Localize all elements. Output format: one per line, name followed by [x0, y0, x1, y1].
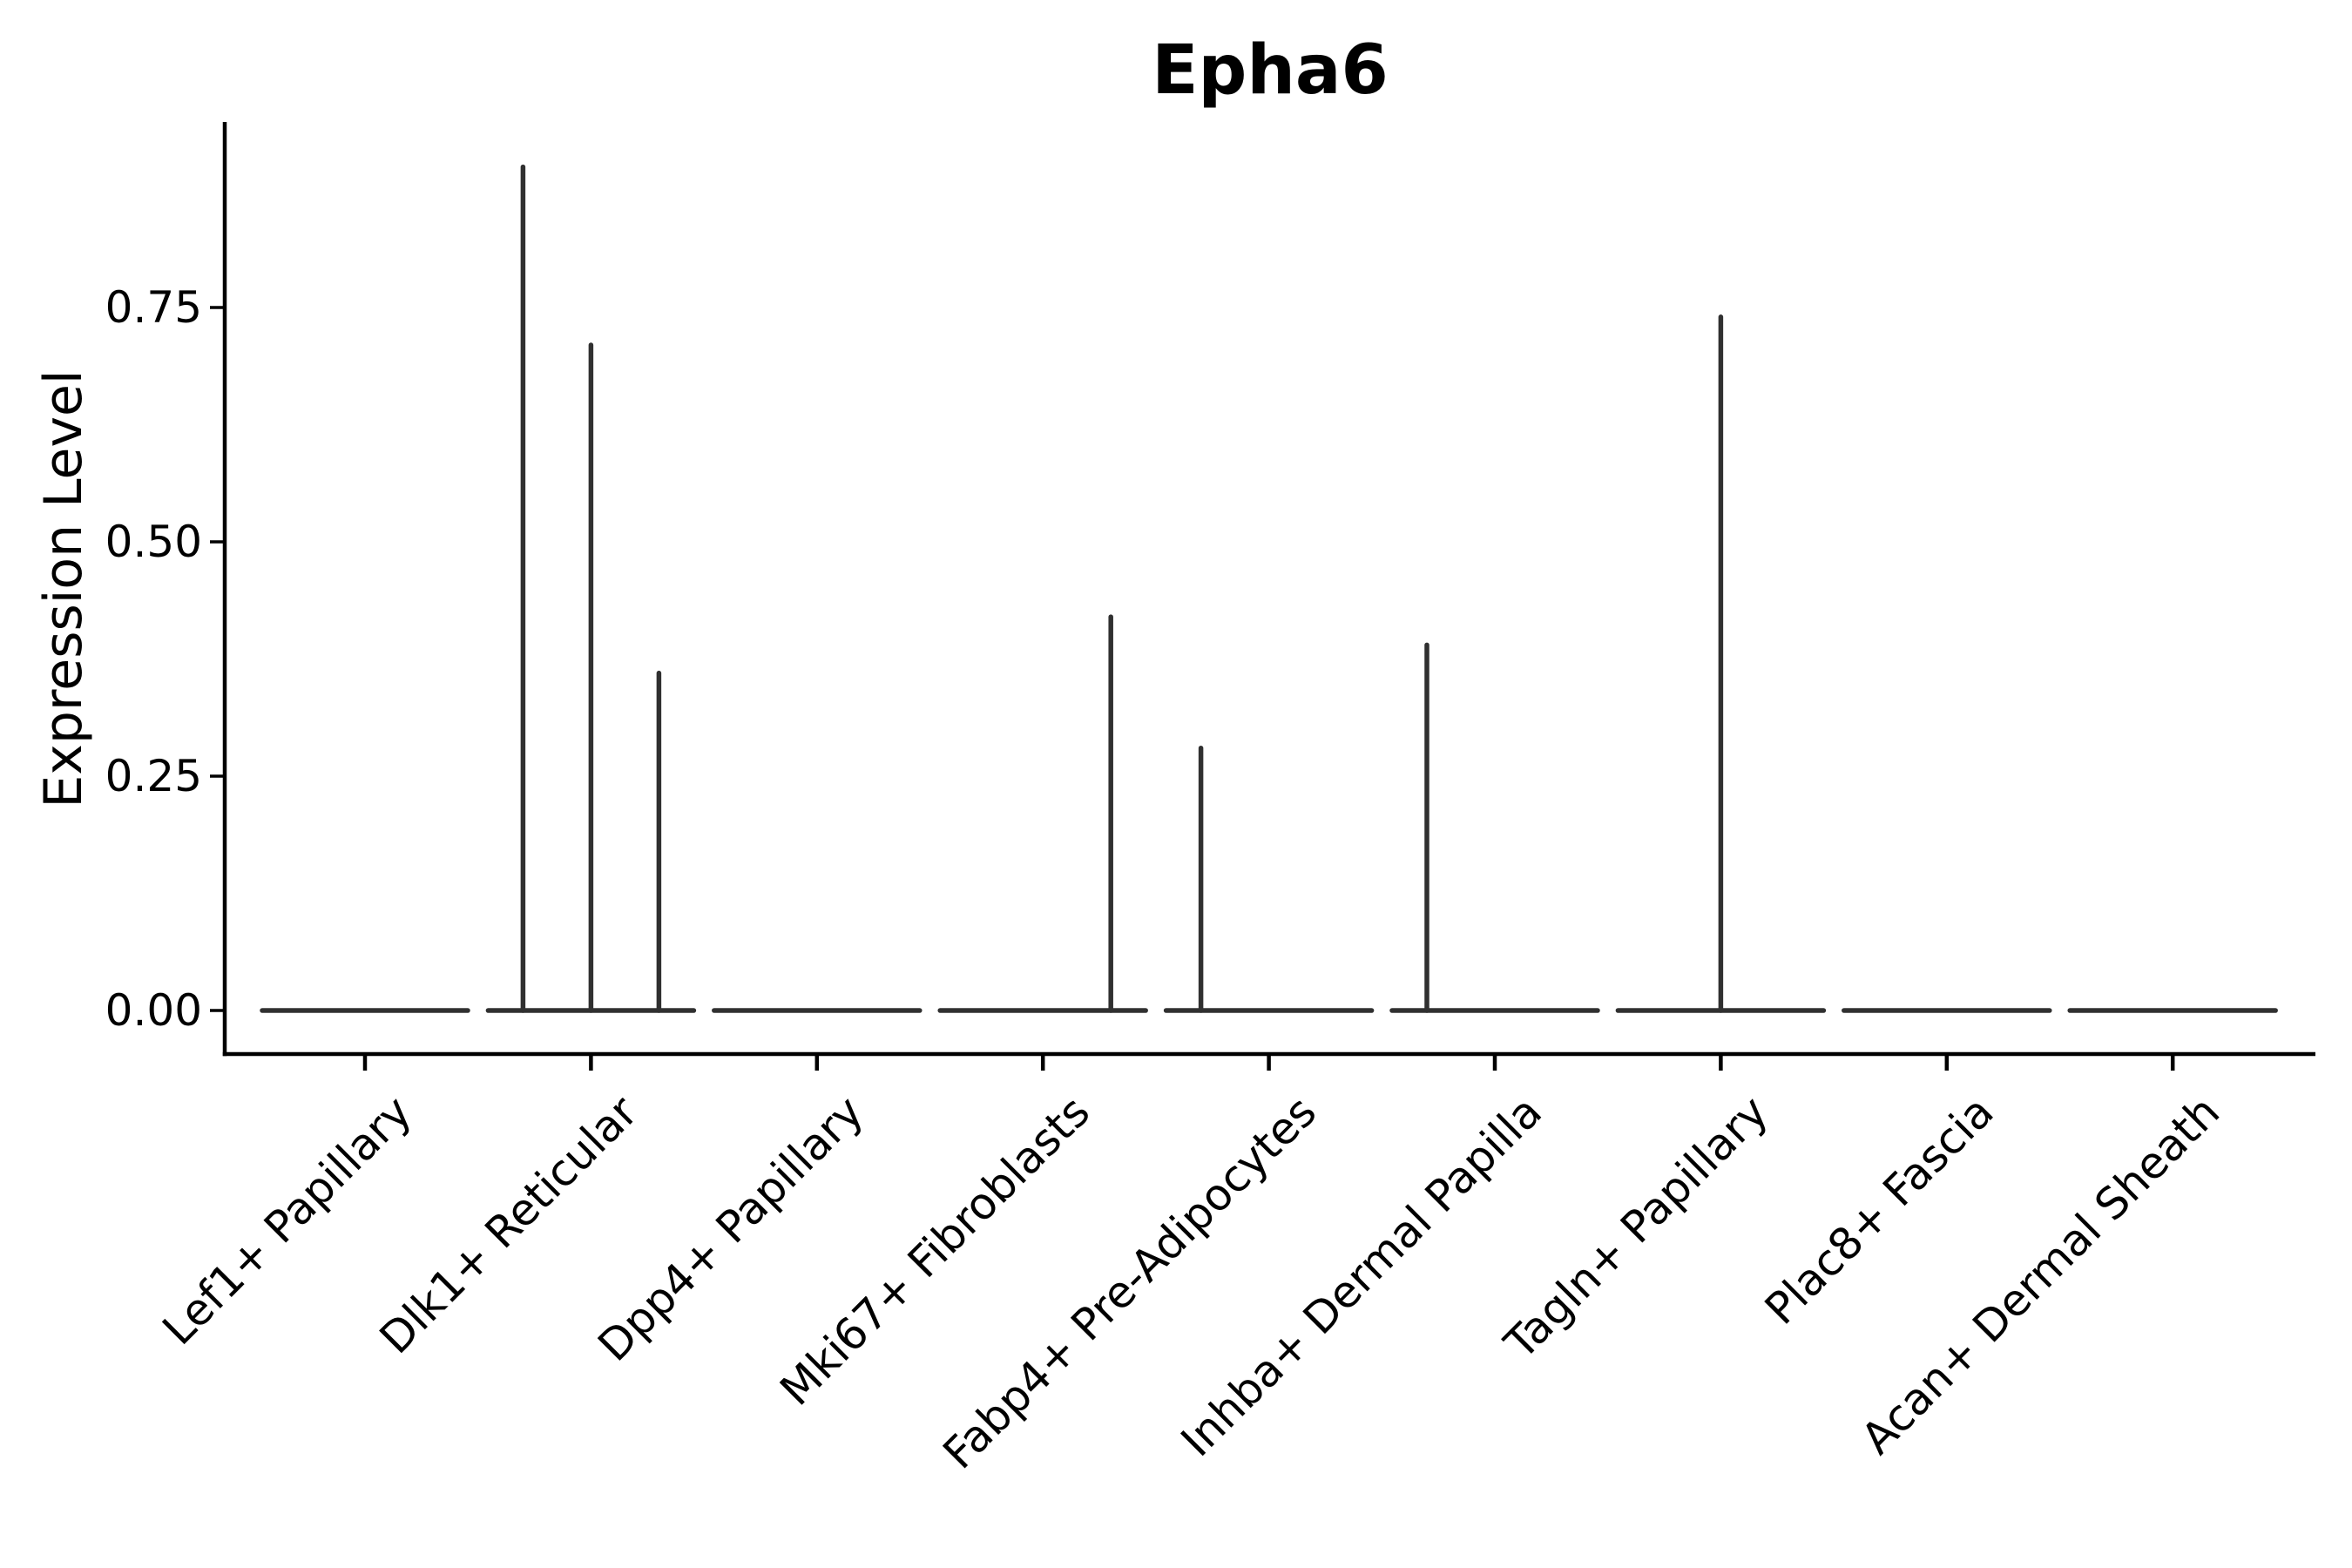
y-tick-label: 0.25: [105, 751, 202, 801]
y-tick-label: 0.75: [105, 282, 202, 333]
plot-title: Epha6: [1152, 31, 1389, 110]
y-tick-label: 0.00: [105, 985, 202, 1036]
y-tick-label: 0.50: [105, 517, 202, 567]
y-axis-title: Expression Level: [33, 369, 94, 808]
